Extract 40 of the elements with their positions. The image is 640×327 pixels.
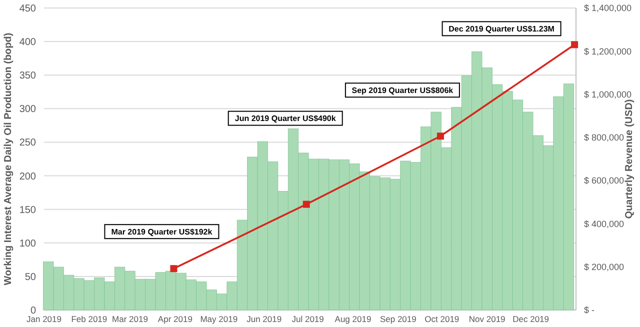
y2-tick-label: $ 400,000 xyxy=(584,218,624,229)
x-tick-label: Jul 2019 xyxy=(292,314,324,324)
point xyxy=(571,41,578,48)
x-tick-label: Apr 2019 xyxy=(158,314,193,324)
x-tick-label: Aug 2019 xyxy=(334,314,372,324)
annotation: Sep 2019 Quarter US$806k xyxy=(352,86,454,95)
annotation: Jun 2019 Quarter US$490k xyxy=(234,114,336,124)
y-tick-label: 300 xyxy=(19,104,36,116)
annotation: Dec 2019 Quarter US$1.23M xyxy=(448,24,555,34)
point xyxy=(170,265,178,272)
y-tick-label: 50 xyxy=(24,272,36,283)
y2-tick-label: $ 200,000 xyxy=(584,262,624,272)
annotation: Mar 2019 Quarter US$192k xyxy=(111,227,213,236)
x-tick-label: Sep 2019 xyxy=(380,314,417,324)
y-tick-label: 150 xyxy=(19,204,36,216)
y2-tick-label: $ 1,400,000 xyxy=(584,3,632,14)
y-tick-label: 350 xyxy=(19,70,36,82)
x-tick-label: Nov 2019 xyxy=(468,314,506,324)
y2-tick-label: $ 1,200,000 xyxy=(584,46,632,56)
y2-axis-title: Quarterly Revenue (USD) xyxy=(624,99,635,219)
y-tick-label: 0 xyxy=(30,306,36,316)
x-tick-label: Mar 2019 xyxy=(112,314,148,324)
x-tick-label: Jan 2019 xyxy=(26,314,62,324)
y-tick-label: 450 xyxy=(19,4,36,14)
x-tick-label: Feb 2019 xyxy=(71,314,108,324)
y-tick-label: 100 xyxy=(19,238,36,250)
y2-tick-label: $ 800,000 xyxy=(584,132,624,143)
y2-tick-label: $ 600,000 xyxy=(584,176,624,186)
y2-tick-label: $ 1,000,000 xyxy=(584,89,632,100)
x-tick-label: Dec 2019 xyxy=(512,314,550,324)
y2-tick-label: $ - xyxy=(584,305,595,316)
y-axis-title: Working Interest Average Daily Oil Production (bopd) xyxy=(3,32,14,286)
y-tick-label: 250 xyxy=(19,138,36,149)
y-tick-label: 200 xyxy=(19,171,36,182)
x-tick-label: May 2019 xyxy=(200,314,238,324)
point xyxy=(302,200,310,208)
x-tick-label: Jun 2019 xyxy=(246,314,282,324)
x-tick-label: Oct 2019 xyxy=(424,314,460,324)
point xyxy=(436,132,444,140)
y-tick-label: 400 xyxy=(19,37,36,48)
